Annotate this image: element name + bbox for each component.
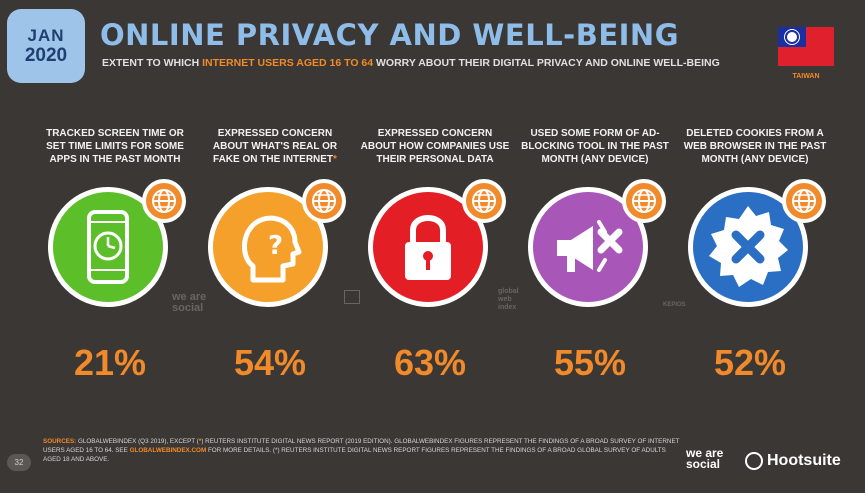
- we-are-social-logo: we are social: [686, 446, 724, 471]
- stat-value: 63%: [393, 342, 467, 383]
- globe-icon: [622, 179, 666, 223]
- globe-icon: [142, 179, 186, 223]
- stat-value: 54%: [233, 342, 307, 383]
- stat-column-screen-time: TRACKED SCREEN TIME OR SET TIME LIMITS F…: [40, 127, 190, 383]
- stat-column-personal-data: EXPRESSED CONCERN ABOUT HOW COMPANIES US…: [360, 127, 510, 383]
- flag-canton: [778, 27, 806, 47]
- subtitle-highlight: INTERNET USERS AGED 16 TO 64: [202, 57, 374, 69]
- stat-value: 52%: [713, 342, 787, 383]
- stat-column-cookies: DELETED COOKIES FROM A WEB BROWSER IN TH…: [680, 127, 830, 383]
- svg-text:?: ?: [268, 231, 283, 261]
- stat-label-text: USED SOME FORM OF AD-BLOCKING TOOL IN TH…: [521, 128, 669, 165]
- stat-label: TRACKED SCREEN TIME OR SET TIME LIMITS F…: [40, 127, 190, 177]
- country-label: TAIWAN: [792, 73, 820, 80]
- badge-year: 2020: [24, 44, 68, 66]
- smartphone-clock-icon: [87, 210, 129, 284]
- we-are-social-watermark: we are social: [172, 291, 207, 314]
- page-number: 32: [7, 454, 31, 471]
- stat-label-text: TRACKED SCREEN TIME OR SET TIME LIMITS F…: [46, 128, 184, 165]
- stat-column-ad-blocking: USED SOME FORM OF AD-BLOCKING TOOL IN TH…: [520, 127, 670, 383]
- subtitle-text: EXTENT TO WHICH: [102, 57, 203, 69]
- owl-icon: [745, 452, 763, 470]
- sources-link[interactable]: GLOBALWEBINDEX.COM: [129, 447, 207, 454]
- subtitle-text-end: WORRY ABOUT THEIR DIGITAL PRIVACY AND ON…: [373, 57, 720, 69]
- stat-column-fake-news: EXPRESSED CONCERN ABOUT WHAT'S REAL OR F…: [200, 127, 350, 383]
- globe-icon: [302, 179, 346, 223]
- kepios-watermark: KEPIOS: [663, 302, 686, 308]
- badge-x-icon: [709, 206, 788, 287]
- page-title: ONLINE PRIVACY AND WELL-BEING: [100, 18, 679, 52]
- badge-month: JAN: [27, 25, 65, 45]
- stat-value: 55%: [553, 342, 627, 383]
- hootsuite-watermark-icon: [344, 290, 360, 304]
- gwi-watermark: global web index: [498, 288, 519, 311]
- flag-sun: [787, 32, 797, 42]
- head-question-icon: ?: [242, 215, 302, 283]
- sources-text: GLOBALWEBINDEX (Q3 2019), EXCEPT (: [76, 438, 199, 445]
- stat-label: USED SOME FORM OF AD-BLOCKING TOOL IN TH…: [520, 127, 670, 177]
- sources-text: ) REUTERS INSTITUTE DIGITAL NEWS REPORT …: [43, 438, 680, 454]
- stat-label-text: DELETED COOKIES FROM A WEB BROWSER IN TH…: [683, 128, 827, 165]
- padlock-icon: [405, 215, 451, 280]
- sources-note: SOURCES: GLOBALWEBINDEX (Q3 2019), EXCEP…: [43, 437, 683, 464]
- stat-value: 21%: [73, 342, 147, 383]
- globe-icon: [782, 179, 826, 223]
- stat-label-text: EXPRESSED CONCERN ABOUT WHAT'S REAL OR F…: [212, 128, 338, 165]
- globe-icon: [462, 179, 506, 223]
- sources-text: FOR MORE DETAILS. (*) REUTERS INSTITUTE …: [43, 447, 666, 463]
- stat-asterisk: *: [333, 154, 337, 165]
- stat-circle: [688, 187, 808, 307]
- hootsuite-text: Hootsuite: [767, 452, 841, 469]
- stat-label: DELETED COOKIES FROM A WEB BROWSER IN TH…: [680, 127, 830, 177]
- taiwan-flag-icon: [778, 27, 834, 66]
- stat-label: EXPRESSED CONCERN ABOUT WHAT'S REAL OR F…: [200, 127, 350, 177]
- date-badge: JAN 2020: [7, 9, 85, 83]
- sources-label: SOURCES:: [43, 438, 77, 445]
- megaphone-x-icon: [557, 220, 623, 272]
- stat-label: EXPRESSED CONCERN ABOUT HOW COMPANIES US…: [360, 127, 510, 177]
- sources-asterisk: *: [198, 438, 202, 445]
- stat-label-text: EXPRESSED CONCERN ABOUT HOW COMPANIES US…: [360, 128, 510, 165]
- page-subtitle: EXTENT TO WHICH INTERNET USERS AGED 16 T…: [102, 57, 720, 69]
- hootsuite-logo: Hootsuite: [745, 452, 841, 470]
